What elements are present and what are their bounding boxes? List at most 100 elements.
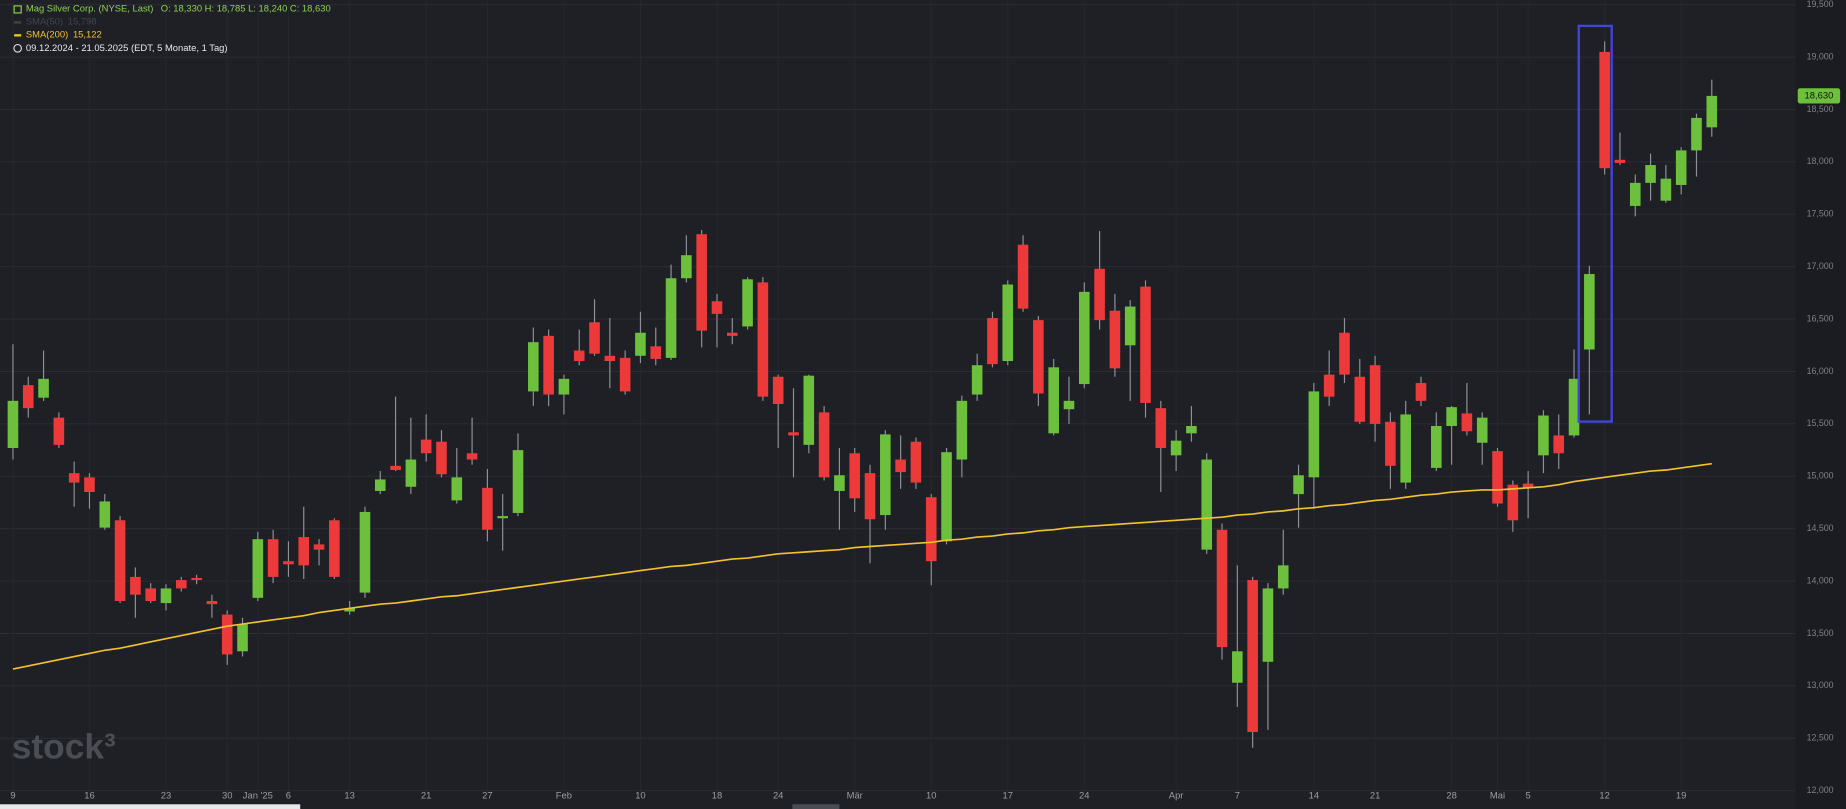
y-tick-label: 17,000 (1807, 261, 1834, 271)
candle-body (1048, 367, 1059, 434)
clock-icon (13, 43, 22, 53)
candle-body (329, 520, 340, 577)
candle-body (665, 278, 677, 358)
candle-body (742, 279, 753, 327)
candle-body (681, 255, 692, 279)
candle-body (7, 400, 19, 448)
candle-body (757, 282, 769, 397)
scrollbar[interactable] (0, 804, 301, 809)
y-tick-label: 12,000 (1807, 785, 1834, 795)
candle-body (971, 365, 983, 395)
x-tick-label: 10 (926, 790, 936, 801)
x-tick-label: 6 (286, 790, 291, 801)
legend-name: SMA(50) (26, 16, 63, 27)
candle-body (711, 301, 723, 314)
candle-body (1584, 274, 1595, 350)
y-tick-label: 14,000 (1807, 575, 1834, 585)
candle-body (818, 412, 830, 478)
candle-body (1492, 451, 1503, 504)
candle-body (1476, 417, 1488, 443)
candle-body (38, 378, 49, 398)
candle-body (604, 355, 616, 362)
candle-body (1216, 529, 1228, 648)
candle-body (1538, 415, 1549, 456)
x-tick-label: 12 (1599, 790, 1609, 801)
candle-body (1017, 244, 1029, 309)
candle-body (1706, 95, 1718, 128)
candle-body (1109, 310, 1121, 369)
last-price-label: 18,630 (1805, 89, 1834, 100)
plot (7, 41, 1718, 748)
candle-body (1614, 159, 1626, 163)
x-tick-label: 5 (1526, 790, 1531, 801)
y-tick-label: 16,500 (1807, 313, 1834, 323)
y-tick-label: 18,000 (1807, 156, 1834, 166)
x-tick-label: 18 (712, 790, 722, 801)
candle-body (1323, 374, 1335, 397)
scroll-thumb[interactable] (792, 804, 840, 809)
y-tick-label: 17,500 (1807, 209, 1834, 219)
candle-body (68, 473, 80, 483)
candle-body (252, 539, 264, 598)
candle-body (1599, 51, 1610, 169)
candle-body (1446, 407, 1457, 426)
period: 09.12.2024 - 21.05.2025 (EDT, 5 Monate, … (26, 42, 228, 53)
candle-body (880, 434, 891, 516)
candle-body (1232, 651, 1243, 683)
candle-body (1660, 178, 1672, 201)
candle-body (803, 375, 815, 445)
candle-body (497, 516, 509, 519)
x-tick-label: 23 (161, 790, 171, 801)
candle-body (558, 378, 570, 395)
candle-body (1675, 150, 1687, 185)
x-tick-label: 24 (1079, 790, 1089, 801)
candle-body (1385, 421, 1396, 466)
x-tick-label: 24 (773, 790, 783, 801)
x-tick-label: 13 (344, 790, 354, 801)
legend-entry: SMA(200) 15,122 (26, 29, 102, 40)
y-tick-label: 14,500 (1807, 523, 1834, 533)
candle-body (1033, 320, 1044, 394)
y-tick-label: 19,000 (1807, 51, 1834, 61)
candle-body (864, 473, 876, 520)
highlight-box (1577, 24, 1613, 423)
candle-body (1002, 284, 1014, 362)
y-tick-label: 19,500 (1807, 0, 1834, 9)
last-price-tag (1797, 88, 1841, 104)
candle-body (1461, 413, 1473, 432)
candle-body (1247, 580, 1258, 732)
candle-body (160, 588, 172, 604)
candle-body (941, 452, 952, 542)
candle-body (788, 432, 799, 436)
candle-body (298, 537, 310, 566)
candle-body (283, 561, 294, 565)
candle-body (1078, 291, 1090, 385)
x-tick-label: 10 (635, 790, 645, 801)
instrument-title: Mag Silver Corp. (NYSE, Last) (26, 3, 154, 14)
candle-body (1308, 391, 1320, 478)
candle-body (22, 385, 34, 409)
y-tick-label: 13,500 (1807, 628, 1834, 638)
legend-value: 15,798 (68, 16, 97, 27)
candle-body (1629, 182, 1641, 206)
candle-body (344, 608, 355, 612)
candle-body (1354, 376, 1366, 422)
candle-body (987, 318, 998, 365)
x-tick-label: 27 (482, 790, 492, 801)
watermark: stock³ (12, 727, 116, 766)
candle-body (1568, 378, 1580, 436)
x-tick-label: Mär (847, 790, 863, 801)
ohlc-summary: O: 18,330 H: 18,785 L: 18,240 C: 18,630 (161, 3, 331, 14)
candle-body (635, 332, 646, 356)
x-tick-label: 16 (84, 790, 94, 801)
x-tick-label: Jan '25 (243, 790, 273, 801)
candle-body (53, 417, 65, 445)
candle-body (145, 588, 156, 601)
candle-body (849, 453, 861, 499)
candle-body (834, 475, 845, 491)
legend-items: SMA(50) 15,798 SMA(200) 15,122 (14, 16, 102, 40)
candle-body (1155, 408, 1167, 448)
candle-body (1277, 565, 1289, 589)
candle-body (543, 335, 554, 395)
